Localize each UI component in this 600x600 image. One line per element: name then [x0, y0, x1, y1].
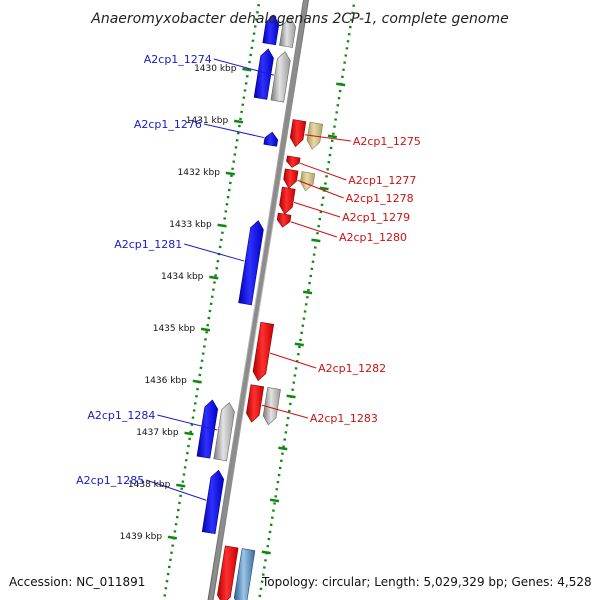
- gene-arrow[interactable]: [217, 545, 239, 600]
- gene-label[interactable]: A2cp1_1285: [76, 474, 144, 487]
- tick-mark: [192, 379, 202, 384]
- tick-mark: [269, 498, 280, 503]
- tick-mark: [294, 342, 304, 347]
- gene-leader-line: [269, 352, 317, 369]
- tick-label: 1432 kbp: [178, 168, 221, 178]
- tick-mark: [225, 171, 235, 176]
- gene-leader-line: [184, 243, 245, 262]
- gene-label[interactable]: A2cp1_1276: [134, 118, 202, 131]
- gene-label[interactable]: A2cp1_1278: [346, 192, 414, 205]
- gene-leader-line: [203, 123, 264, 139]
- tick-label: 1434 kbp: [161, 272, 204, 282]
- gene-label[interactable]: A2cp1_1274: [144, 53, 212, 66]
- tick-mark: [327, 134, 338, 139]
- genome-backbone-core: [208, 0, 309, 600]
- gene-arrow[interactable]: [233, 548, 256, 600]
- gene-arrow[interactable]: [253, 48, 274, 100]
- gene-arrow-a2cp1-1285[interactable]: [201, 469, 225, 535]
- gene-label[interactable]: A2cp1_1279: [342, 211, 410, 224]
- tick-mark: [302, 290, 313, 295]
- tick-label: 1435 kbp: [153, 324, 196, 334]
- tick-label: 1433 kbp: [169, 220, 212, 230]
- gene-arrow[interactable]: [279, 17, 297, 48]
- topology-text: Topology: circular; Length: 5,029,329 bp…: [261, 575, 592, 589]
- gene-arrow-a2cp1-1276[interactable]: [263, 131, 279, 147]
- tick-mark: [242, 67, 252, 72]
- tick-label: 1436 kbp: [144, 376, 187, 386]
- tick-mark: [286, 394, 296, 399]
- tick-mark: [278, 446, 288, 451]
- gene-leader-line: [300, 162, 347, 181]
- tick-mark: [167, 535, 178, 540]
- tick-mark: [311, 238, 321, 243]
- tick-mark: [319, 186, 329, 191]
- gene-arrow[interactable]: [262, 14, 280, 46]
- tick-mark: [176, 483, 186, 488]
- gene-label[interactable]: A2cp1_1277: [348, 174, 416, 187]
- tick-label: 1430 kbp: [194, 64, 237, 74]
- tick-layer: [162, 0, 356, 600]
- gene-arrow[interactable]: [196, 399, 219, 459]
- leader-layer: [146, 58, 351, 501]
- label-layer: 1430 kbp 1431 kbp 1432 kbp 1433 kbp 1434 kbp…: [76, 53, 421, 542]
- gene-label[interactable]: A2cp1_1283: [310, 412, 378, 425]
- gene-label[interactable]: A2cp1_1284: [87, 409, 155, 422]
- gene-leader-line: [146, 479, 207, 501]
- gene-arrow-a2cp1-1281[interactable]: [238, 220, 264, 306]
- gene-arrow-a2cp1-1282[interactable]: [252, 321, 275, 382]
- gene-leader-line: [261, 404, 308, 419]
- tick-label: 1439 kbp: [120, 532, 163, 542]
- gene-leader-line: [290, 221, 338, 238]
- gene-arrow-a2cp1-1283[interactable]: [246, 384, 265, 423]
- tick-mark: [200, 327, 211, 332]
- tick-track-left: [162, 0, 261, 600]
- gene-arrow-a2cp1-1280[interactable]: [276, 212, 292, 228]
- gene-arrow-a2cp1-1284[interactable]: [213, 402, 235, 462]
- tick-label: 1431 kbp: [186, 116, 229, 126]
- gene-arrow-a2cp1-1275[interactable]: [289, 119, 307, 148]
- tick-mark: [184, 431, 194, 436]
- gene-arrow-a2cp1-1277[interactable]: [286, 155, 301, 168]
- tick-label: 1437 kbp: [136, 428, 179, 438]
- gene-leader-line: [293, 201, 341, 218]
- tick-mark: [261, 550, 271, 555]
- gene-arrow-a2cp1-1274[interactable]: [270, 51, 291, 103]
- tick-track-right: [257, 0, 356, 600]
- backbone-layer: [207, 0, 310, 600]
- tick-mark: [233, 119, 244, 124]
- gene-arrow[interactable]: [300, 171, 316, 192]
- accession-text: Accession: NC_011891: [9, 575, 145, 589]
- gene-label[interactable]: A2cp1_1281: [114, 238, 182, 251]
- gene-leader-line: [297, 179, 344, 199]
- gene-label[interactable]: A2cp1_1282: [318, 362, 386, 375]
- map-title: Anaeromyxobacter dehalogenans 2CP-1, com…: [90, 11, 508, 27]
- tick-mark: [217, 223, 227, 228]
- tick-mark: [209, 275, 219, 280]
- gene-leader-line: [213, 58, 274, 76]
- gene-leader-line: [157, 414, 218, 431]
- gene-label[interactable]: A2cp1_1275: [353, 135, 421, 148]
- tick-label: 1438 kbp: [128, 480, 171, 490]
- gene-leader-line: [304, 134, 351, 142]
- gene-arrow-a2cp1-1278[interactable]: [283, 168, 299, 189]
- gene-label[interactable]: A2cp1_1280: [339, 231, 407, 244]
- gene-arrow-a2cp1-1279[interactable]: [279, 186, 296, 215]
- tick-mark: [336, 82, 346, 87]
- gene-arrow[interactable]: [262, 387, 281, 426]
- gene-layer: [196, 14, 324, 600]
